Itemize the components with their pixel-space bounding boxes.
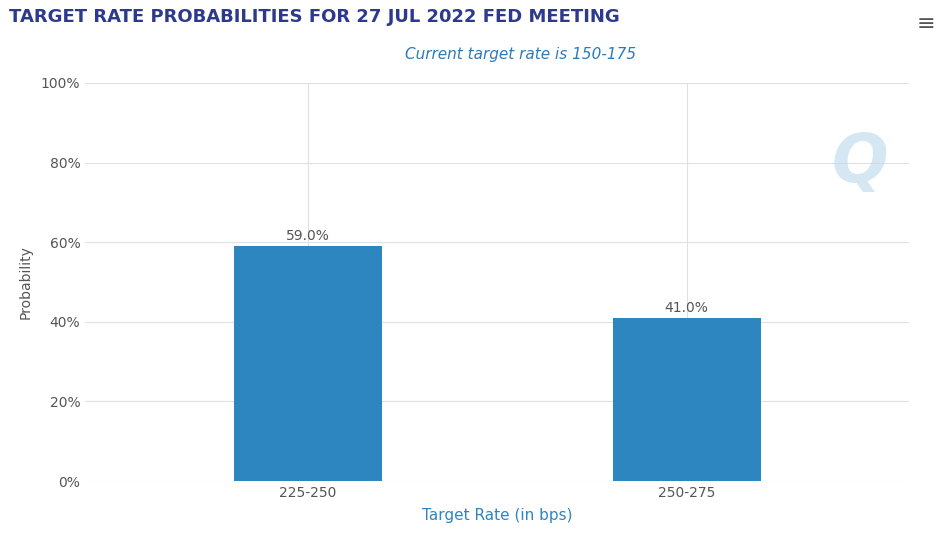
Bar [613,318,760,481]
Text: Q: Q [831,129,888,196]
Text: TARGET RATE PROBABILITIES FOR 27 JUL 2022 FED MEETING: TARGET RATE PROBABILITIES FOR 27 JUL 202… [9,8,620,27]
Text: 59.0%: 59.0% [286,229,330,243]
Text: 41.0%: 41.0% [665,301,708,315]
Y-axis label: Probability: Probability [19,245,32,319]
Bar [234,246,382,481]
X-axis label: Target Rate (in bps): Target Rate (in bps) [422,508,572,523]
Text: ≡: ≡ [917,14,936,34]
Text: Current target rate is 150-175: Current target rate is 150-175 [405,47,636,62]
